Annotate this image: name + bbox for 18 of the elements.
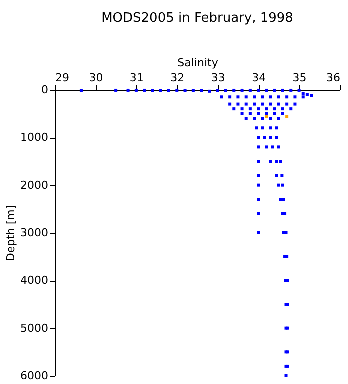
- x-tick-label: 33: [211, 72, 226, 84]
- x-tick-label: 35: [292, 72, 307, 84]
- x-tick-label: 30: [89, 72, 104, 84]
- y-tick-label: 5000: [20, 322, 48, 335]
- chart-title: MODS2005 in February, 1998: [102, 11, 294, 26]
- x-axis-title: Salinity: [178, 56, 219, 70]
- x-tick-label: 31: [130, 72, 144, 84]
- y-tick-label: 4000: [20, 274, 48, 288]
- y-tick-label: 0: [42, 84, 48, 96]
- y-tick-label: 1000: [20, 131, 48, 144]
- y-tick-label: 3000: [20, 226, 48, 240]
- x-tick-label: 34: [252, 72, 266, 84]
- x-tick-label: 29: [56, 72, 70, 84]
- y-axis-title: Depth [m]: [4, 205, 18, 262]
- y-tick-label: 6000: [20, 370, 48, 382]
- y-tick-label: 2000: [20, 178, 48, 192]
- x-tick-label: 32: [170, 72, 185, 84]
- x-tick-label: 36: [326, 72, 340, 84]
